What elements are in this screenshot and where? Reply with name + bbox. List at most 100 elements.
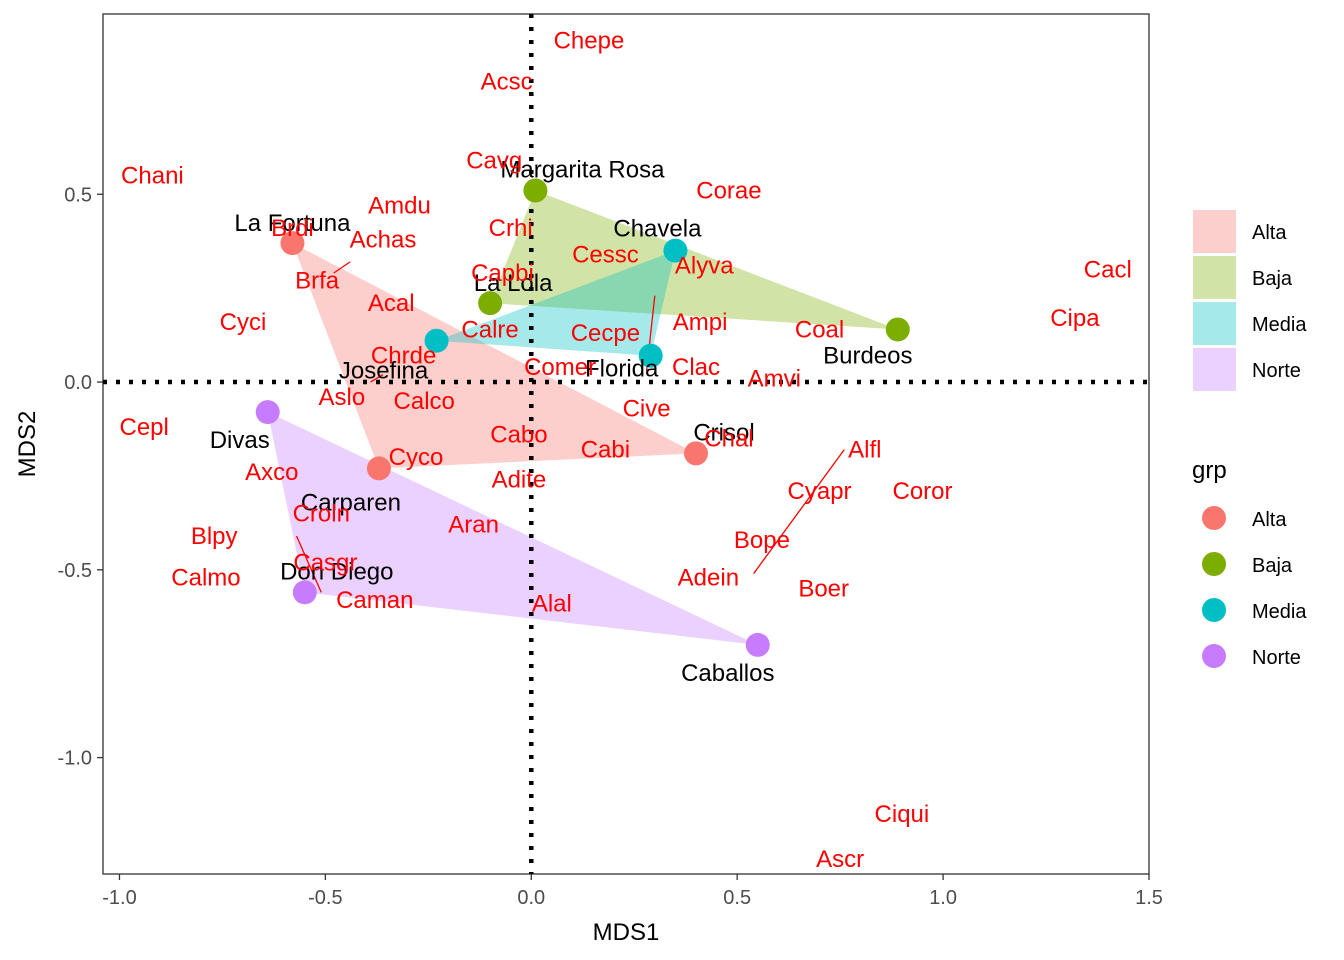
- label-connector: [295, 535, 322, 593]
- species-label: Blpy: [191, 523, 238, 550]
- site-point: [478, 291, 503, 316]
- label-connectors: [295, 261, 845, 593]
- hull-media: [436, 250, 676, 356]
- site-point: [424, 328, 449, 353]
- fill-legend-label: Norte: [1252, 360, 1301, 382]
- species-label: Brdi: [271, 215, 314, 242]
- species-label: Axco: [245, 459, 298, 486]
- species-label: Chal: [704, 425, 753, 452]
- species-label: Clac: [672, 354, 720, 381]
- site-label: Crisol: [693, 419, 754, 446]
- site-point: [684, 441, 709, 466]
- species-label: Ciqui: [875, 801, 930, 828]
- site-point: [523, 178, 548, 203]
- site-point: [638, 343, 663, 368]
- site-point: [366, 456, 391, 481]
- species-label: Aran: [448, 512, 499, 539]
- species-label: Alfl: [848, 437, 881, 464]
- species-label: Alal: [532, 591, 572, 618]
- species-label: Cipa: [1050, 305, 1100, 332]
- site-label: Florida: [585, 356, 659, 383]
- site-label: Burdeos: [823, 342, 912, 369]
- fill-legend-key: [1193, 210, 1236, 253]
- species-label: Amdu: [368, 193, 431, 220]
- species-label: Comer: [524, 354, 596, 381]
- species-label: Ampi: [673, 309, 728, 336]
- fill-legend-key: [1193, 302, 1236, 345]
- site-point: [280, 231, 305, 256]
- color-legend-label: Alta: [1252, 509, 1287, 531]
- y-tick-label: -1.0: [58, 748, 92, 770]
- color-legend: Alta Baja Media Norte: [1202, 506, 1307, 669]
- species-label: Boer: [798, 576, 849, 603]
- species-label: Cecpe: [571, 320, 640, 347]
- species-label: Alyva: [675, 253, 734, 280]
- species-label: Cyapr: [788, 478, 852, 505]
- fill-legend: Alta Baja Media Norte: [1193, 210, 1307, 391]
- color-legend-key: [1202, 552, 1226, 576]
- site-point: [745, 632, 770, 657]
- site-point: [255, 400, 280, 425]
- color-legend-label: Norte: [1252, 647, 1301, 669]
- label-connector: [753, 449, 845, 574]
- site-points: [255, 178, 910, 657]
- y-tick-label: 0.0: [64, 372, 92, 394]
- fill-legend-key: [1193, 348, 1236, 391]
- species-label: Cessc: [572, 241, 639, 268]
- site-label: Don Diego: [280, 558, 393, 585]
- species-label: Ascr: [816, 846, 864, 873]
- species-label: Cive: [623, 395, 671, 422]
- species-label: Calre: [461, 316, 518, 343]
- site-label: Carparen: [301, 489, 401, 516]
- species-label: Chepe: [554, 27, 625, 54]
- x-axis: -1.0 -0.5 0.0 0.5 1.0 1.5: [102, 874, 1163, 909]
- species-label: Calco: [394, 388, 455, 415]
- site-label: La Fortuna: [234, 210, 351, 237]
- species-label: Chrde: [371, 343, 436, 370]
- species-label: Coror: [892, 478, 952, 505]
- species-label: Cabo: [490, 422, 547, 449]
- site-label: Margarita Rosa: [500, 157, 665, 184]
- species-label: Adein: [678, 564, 739, 591]
- label-connector: [333, 261, 351, 274]
- color-legend-key: [1202, 506, 1226, 530]
- species-label: Crhi: [489, 215, 533, 242]
- y-axis-title: MDS2: [14, 411, 41, 478]
- site-label: Chavela: [613, 216, 702, 243]
- species-label: Brfa: [295, 268, 340, 295]
- species-label: Casgr: [293, 549, 357, 576]
- plot-panel-border: [102, 13, 1150, 875]
- y-tick-label: 0.5: [64, 184, 92, 206]
- species-label: Acsc: [481, 69, 533, 96]
- species-label: Coal: [795, 316, 844, 343]
- species-labels: Chepe Acsc Chani Cavg Corae Amdu Brdi Achas Crhi…: [120, 27, 1132, 873]
- site-point: [885, 317, 910, 342]
- x-tick-label: 1.5: [1135, 887, 1163, 909]
- hull-norte: [267, 412, 758, 645]
- species-label: Acal: [368, 290, 415, 317]
- species-label: Calmo: [171, 564, 240, 591]
- site-point: [292, 580, 317, 605]
- site-label: La Lola: [474, 270, 553, 297]
- hull-baja: [490, 190, 898, 330]
- reference-lines: [103, 14, 1149, 874]
- species-label: Corae: [696, 178, 761, 205]
- species-label: Cyci: [220, 309, 267, 336]
- hull-alta: [292, 243, 697, 469]
- fill-legend-label: Baja: [1252, 268, 1293, 290]
- x-tick-label: 0.0: [517, 887, 545, 909]
- label-connector: [370, 373, 384, 383]
- species-label: Cavg: [466, 147, 522, 174]
- species-label: Aslo: [319, 384, 366, 411]
- species-label: Adite: [492, 467, 547, 494]
- species-label: Cepl: [120, 414, 169, 441]
- species-label: Bope: [734, 527, 790, 554]
- site-label: Divas: [210, 427, 270, 454]
- site-label: Caballos: [681, 660, 774, 687]
- color-legend-title: grp: [1192, 457, 1227, 484]
- species-label: Chani: [121, 162, 184, 189]
- species-label: Caman: [336, 587, 413, 614]
- site-point: [663, 238, 688, 263]
- fill-legend-key: [1193, 256, 1236, 299]
